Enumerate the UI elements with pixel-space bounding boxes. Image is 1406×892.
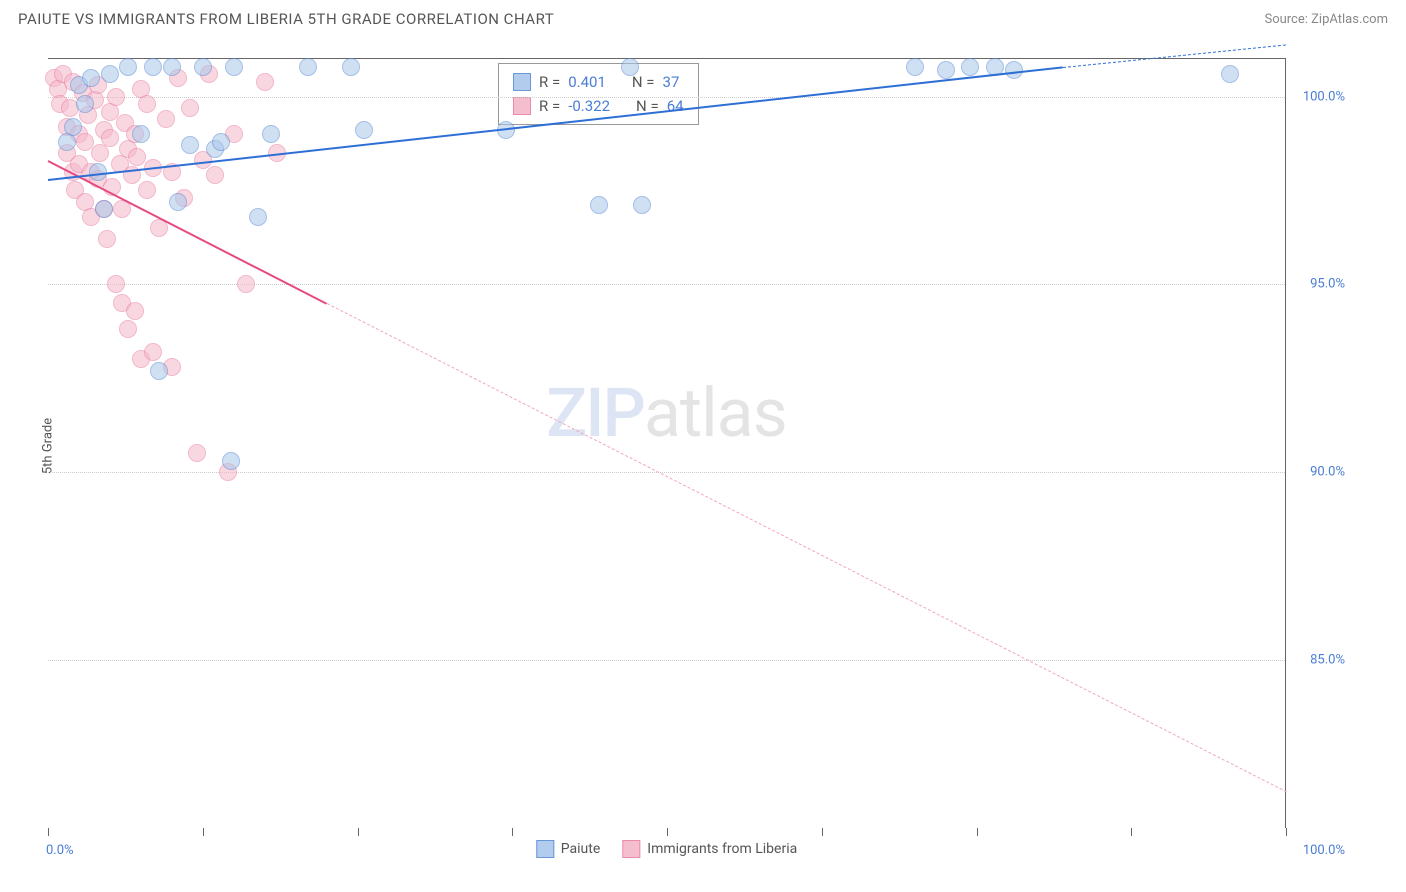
chart-title: PAIUTE VS IMMIGRANTS FROM LIBERIA 5TH GR…	[18, 10, 554, 28]
paiute-point	[961, 58, 979, 76]
x-tick	[48, 828, 49, 836]
paiute-swatch	[513, 73, 531, 91]
gridline	[48, 97, 1285, 98]
paiute-point	[249, 208, 267, 226]
paiute-point	[194, 58, 212, 76]
liberia-point	[256, 73, 274, 91]
paiute-point	[76, 95, 94, 113]
legend-row-paiute: R = 0.401 N = 37	[513, 70, 684, 94]
x-tick	[822, 828, 823, 836]
paiute-regression-extension	[1063, 44, 1286, 68]
watermark: ZIPatlas	[546, 373, 787, 453]
paiute-point	[163, 58, 181, 76]
liberia-point	[98, 230, 116, 248]
liberia-point	[144, 343, 162, 361]
paiute-point	[1221, 65, 1239, 83]
y-tick-label: 85.0%	[1310, 652, 1345, 667]
x-tick	[512, 828, 513, 836]
paiute-point	[342, 58, 360, 76]
paiute-point	[144, 58, 162, 76]
paiute-point	[355, 121, 373, 139]
paiute-point	[181, 136, 199, 154]
liberia-label: Immigrants from Liberia	[647, 841, 797, 857]
liberia-point	[91, 144, 109, 162]
paiute-point	[82, 69, 100, 87]
liberia-point	[128, 148, 146, 166]
paiute-point	[621, 58, 639, 76]
x-axis-max-label: 100.0%	[1303, 843, 1345, 858]
r-label-2: R =	[539, 94, 560, 118]
paiute-point	[212, 133, 230, 151]
x-axis-min-label: 0.0%	[46, 843, 74, 858]
paiute-point	[95, 200, 113, 218]
paiute-label: Paiute	[561, 841, 601, 857]
paiute-point	[937, 61, 955, 79]
watermark-atlas: atlas	[644, 373, 787, 453]
x-tick	[977, 828, 978, 836]
chart-plot-area: ZIPatlas R = 0.401 N = 37 R = -0.322 N =…	[48, 58, 1286, 828]
paiute-point	[222, 452, 240, 470]
liberia-point	[119, 320, 137, 338]
liberia-point	[107, 88, 125, 106]
liberia-point	[181, 99, 199, 117]
paiute-point	[119, 58, 137, 76]
x-tick	[203, 828, 204, 836]
legend-item-liberia: Immigrants from Liberia	[622, 840, 797, 858]
y-tick-label: 100.0%	[1303, 89, 1345, 104]
liberia-point	[126, 302, 144, 320]
liberia-point	[138, 95, 156, 113]
y-tick-label: 90.0%	[1310, 465, 1345, 480]
x-tick	[667, 828, 668, 836]
paiute-point	[101, 65, 119, 83]
liberia-r-value: -0.322	[568, 94, 610, 118]
legend-row-liberia: R = -0.322 N = 64	[513, 94, 684, 118]
liberia-point	[206, 166, 224, 184]
gridline	[48, 660, 1285, 661]
paiute-point	[89, 163, 107, 181]
liberia-swatch-bottom	[622, 840, 640, 858]
paiute-point	[590, 196, 608, 214]
liberia-point	[157, 110, 175, 128]
x-tick	[358, 828, 359, 836]
liberia-point	[101, 129, 119, 147]
r-label: R =	[539, 70, 560, 94]
liberia-point	[237, 275, 255, 293]
paiute-point	[150, 362, 168, 380]
paiute-point	[299, 58, 317, 76]
x-tick	[1286, 828, 1287, 836]
y-tick-label: 95.0%	[1310, 277, 1345, 292]
source-label: Source: ZipAtlas.com	[1264, 12, 1388, 27]
series-legend: Paiute Immigrants from Liberia	[536, 840, 797, 858]
paiute-swatch-bottom	[536, 840, 554, 858]
paiute-point	[225, 58, 243, 76]
liberia-point	[138, 181, 156, 199]
paiute-point	[262, 125, 280, 143]
correlation-legend: R = 0.401 N = 37 R = -0.322 N = 64	[498, 63, 699, 125]
legend-item-paiute: Paiute	[536, 840, 601, 858]
liberia-regression-line	[48, 161, 327, 306]
paiute-point	[169, 193, 187, 211]
paiute-point	[633, 196, 651, 214]
liberia-regression-extension	[326, 303, 1286, 792]
liberia-n-value: 64	[667, 94, 684, 118]
liberia-point	[107, 275, 125, 293]
liberia-point	[188, 444, 206, 462]
paiute-point	[64, 118, 82, 136]
paiute-point	[906, 58, 924, 76]
paiute-point	[132, 125, 150, 143]
paiute-n-value: 37	[663, 70, 680, 94]
x-tick	[1131, 828, 1132, 836]
gridline	[48, 284, 1285, 285]
paiute-r-value: 0.401	[568, 70, 606, 94]
liberia-swatch	[513, 97, 531, 115]
